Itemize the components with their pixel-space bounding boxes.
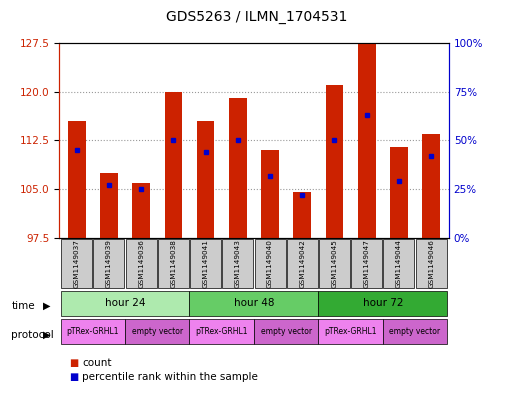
Bar [319, 239, 350, 288]
Bar [422, 134, 440, 238]
Bar [358, 43, 376, 238]
Text: pTRex-GRHL1: pTRex-GRHL1 [195, 327, 248, 336]
Text: GSM1149036: GSM1149036 [138, 239, 144, 288]
Bar [326, 85, 343, 238]
Bar [189, 291, 319, 316]
Bar [61, 291, 189, 316]
Bar [222, 239, 253, 288]
Text: ■: ■ [69, 358, 78, 368]
Text: empty vector: empty vector [389, 327, 441, 336]
Text: GSM1149042: GSM1149042 [299, 239, 305, 288]
Text: empty vector: empty vector [132, 327, 183, 336]
Bar [416, 239, 447, 288]
Bar [165, 92, 182, 238]
Text: GSM1149043: GSM1149043 [235, 239, 241, 288]
Text: GSM1149040: GSM1149040 [267, 239, 273, 288]
Bar [197, 121, 214, 238]
Text: empty vector: empty vector [261, 327, 312, 336]
Text: GSM1149037: GSM1149037 [74, 239, 80, 288]
Bar [319, 319, 383, 344]
Text: hour 24: hour 24 [105, 298, 145, 309]
Bar [383, 319, 447, 344]
Bar [126, 239, 156, 288]
Bar [293, 192, 311, 238]
Text: percentile rank within the sample: percentile rank within the sample [82, 372, 258, 382]
Bar [68, 121, 86, 238]
Bar [261, 150, 279, 238]
Text: pTRex-GRHL1: pTRex-GRHL1 [67, 327, 119, 336]
Text: GSM1149039: GSM1149039 [106, 239, 112, 288]
Bar [93, 239, 125, 288]
Text: ▶: ▶ [44, 330, 51, 340]
Text: GSM1149045: GSM1149045 [331, 239, 338, 288]
Text: count: count [82, 358, 112, 368]
Bar [287, 239, 318, 288]
Bar [254, 239, 286, 288]
Bar [229, 98, 247, 238]
Bar [190, 239, 221, 288]
Bar [319, 291, 447, 316]
Bar [61, 239, 92, 288]
Text: ■: ■ [69, 372, 78, 382]
Text: GSM1149047: GSM1149047 [364, 239, 370, 288]
Text: GSM1149044: GSM1149044 [396, 239, 402, 288]
Text: GDS5263 / ILMN_1704531: GDS5263 / ILMN_1704531 [166, 10, 347, 24]
Bar [383, 239, 415, 288]
Bar [254, 319, 319, 344]
Bar [390, 147, 408, 238]
Text: hour 72: hour 72 [363, 298, 403, 309]
Text: ▶: ▶ [44, 301, 51, 311]
Bar [132, 183, 150, 238]
Text: pTRex-GRHL1: pTRex-GRHL1 [324, 327, 377, 336]
Bar [100, 173, 118, 238]
Bar [125, 319, 189, 344]
Bar [351, 239, 382, 288]
Text: time: time [11, 301, 35, 311]
Text: hour 48: hour 48 [234, 298, 274, 309]
Bar [158, 239, 189, 288]
Text: GSM1149046: GSM1149046 [428, 239, 434, 288]
Text: GSM1149041: GSM1149041 [203, 239, 209, 288]
Bar [189, 319, 254, 344]
Bar [61, 319, 125, 344]
Text: GSM1149038: GSM1149038 [170, 239, 176, 288]
Text: protocol: protocol [11, 330, 54, 340]
